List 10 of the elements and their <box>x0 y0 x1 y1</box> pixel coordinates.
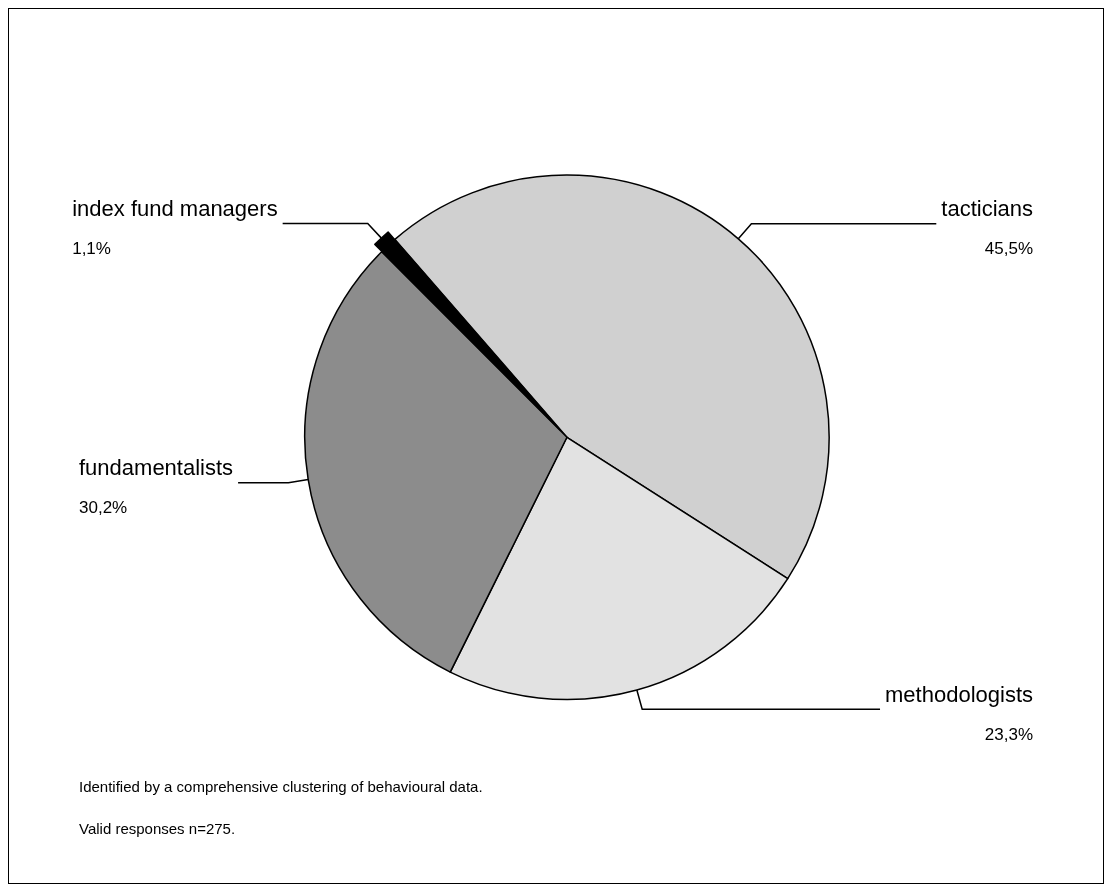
data-label: 23,3% <box>984 724 1033 744</box>
slice-label: methodologists <box>885 681 1033 707</box>
slice-label: fundamentalists <box>79 455 234 481</box>
data-label: 45,5% <box>984 239 1033 259</box>
data-label: 30,2% <box>79 498 128 518</box>
data-label: 1,1% <box>72 238 111 258</box>
slice-label: tacticians <box>941 196 1033 222</box>
slice-label: index fund managers <box>72 195 278 221</box>
text: Valid responses n=275. <box>79 820 236 837</box>
text: Identified by a comprehensive clustering of behavioural data. <box>79 778 483 795</box>
